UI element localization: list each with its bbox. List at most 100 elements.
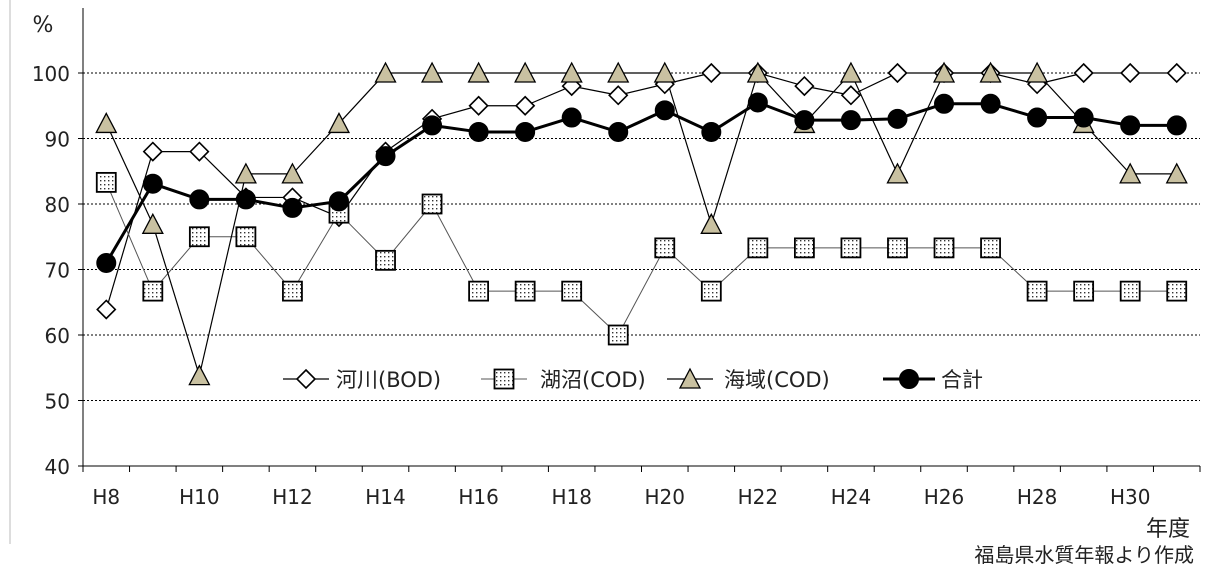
data-point-sea-cod [839, 61, 863, 83]
legend-label-river-bod: 河川(BOD) [336, 368, 441, 392]
data-point-sea-cod [514, 61, 537, 83]
series-line-lake-cod [105, 182, 1177, 336]
data-point-river-bod [1073, 62, 1094, 84]
data-point-lake-cod [793, 237, 815, 259]
data-point-total [654, 100, 675, 121]
data-point-sea-cod [188, 364, 211, 386]
data-point-lake-cod [840, 237, 862, 259]
data-point-river-bod [189, 141, 210, 162]
data-point-total [1166, 115, 1187, 136]
x-tick-label: H18 [551, 485, 592, 509]
data-point-river-bod [840, 85, 862, 106]
x-tick-label: H10 [179, 485, 220, 509]
data-point-lake-cod [282, 280, 303, 302]
legend-label-lake-cod: 湖沼(COD) [540, 368, 646, 392]
x-tick-label: H8 [92, 485, 120, 509]
data-point-sea-cod [467, 61, 490, 83]
data-point-lake-cod [980, 237, 1001, 259]
legend-marker-sea-cod [678, 367, 702, 389]
data-point-sea-cod [1026, 61, 1049, 83]
data-point-lake-cod [933, 237, 955, 259]
y-axis-label: % [33, 13, 54, 38]
data-point-lake-cod [95, 171, 117, 193]
source-note: 福島県水質年報より作成 [974, 543, 1194, 567]
data-point-river-bod [701, 62, 722, 84]
data-point-river-bod [96, 299, 117, 320]
data-point-total [980, 93, 1001, 114]
x-tick-label: H14 [365, 485, 406, 509]
y-tick-label: 80 [45, 193, 70, 217]
data-point-total [189, 189, 210, 210]
data-point-river-bod [1166, 62, 1187, 84]
data-point-total [328, 191, 349, 212]
data-point-river-bod [515, 95, 536, 116]
data-point-total [235, 189, 256, 210]
data-point-lake-cod [1119, 280, 1141, 302]
x-tick-label: H28 [1017, 485, 1058, 509]
data-point-sea-cod [653, 61, 676, 83]
data-point-sea-cod [374, 61, 397, 83]
data-point-sea-cod [746, 61, 769, 83]
data-point-sea-cod [886, 162, 909, 184]
data-point-sea-cod [420, 61, 444, 83]
x-tick-label: H20 [645, 485, 686, 509]
x-tick-label: H22 [738, 485, 779, 509]
data-point-lake-cod [421, 193, 443, 215]
y-tick-label: 70 [45, 259, 70, 283]
y-tick-label: 60 [45, 324, 70, 348]
data-point-sea-cod [234, 162, 257, 184]
legend-marker-river-bod [295, 368, 317, 390]
data-point-total [1073, 107, 1094, 128]
y-tick-label: 50 [45, 390, 70, 414]
data-point-total [282, 197, 303, 218]
legend-label-sea-cod: 海域(COD) [724, 368, 830, 392]
data-point-total [1120, 115, 1141, 136]
data-point-sea-cod [1165, 162, 1188, 184]
data-point-river-bod [1120, 62, 1141, 84]
data-point-total [561, 107, 582, 128]
data-point-total [934, 93, 955, 114]
data-point-total [1027, 107, 1048, 128]
data-point-lake-cod [235, 226, 257, 248]
data-point-lake-cod [887, 237, 908, 259]
data-point-sea-cod [932, 61, 956, 83]
x-tick-label: H30 [1110, 485, 1151, 509]
x-tick-label: H12 [272, 485, 313, 509]
data-point-lake-cod [1073, 280, 1095, 302]
data-point-lake-cod [375, 249, 396, 271]
data-point-lake-cod [607, 324, 629, 346]
data-point-sea-cod [95, 112, 118, 134]
data-point-lake-cod [561, 280, 583, 302]
data-point-sea-cod [141, 212, 164, 234]
y-tick-label: 40 [45, 455, 70, 479]
data-point-lake-cod [700, 280, 722, 302]
y-tick-label: 100 [32, 62, 70, 86]
data-point-total [608, 121, 629, 142]
data-point-lake-cod [1166, 280, 1188, 302]
data-point-sea-cod [327, 112, 351, 134]
data-point-sea-cod [281, 162, 304, 184]
series-line-total [104, 100, 1177, 264]
data-point-sea-cod [1119, 162, 1142, 184]
data-point-lake-cod [1026, 280, 1048, 302]
data-point-total [96, 252, 117, 273]
series-line-sea-cod [105, 72, 1177, 377]
data-point-river-bod [794, 75, 815, 97]
data-point-river-bod [608, 85, 629, 106]
data-point-sea-cod [979, 61, 1002, 83]
data-point-total [515, 121, 536, 142]
data-point-total [422, 115, 443, 136]
data-point-lake-cod [468, 280, 490, 302]
data-point-river-bod [887, 62, 908, 84]
data-point-river-bod [142, 141, 163, 162]
data-point-total [840, 110, 861, 131]
data-point-total [375, 146, 396, 167]
legend-marker-lake-cod [493, 368, 515, 390]
data-point-lake-cod [514, 280, 536, 302]
legend-marker-total [899, 369, 919, 389]
x-axis-label: 年度 [1146, 517, 1190, 542]
data-point-sea-cod [607, 61, 630, 83]
data-point-total [701, 121, 722, 142]
data-point-total [794, 110, 815, 131]
